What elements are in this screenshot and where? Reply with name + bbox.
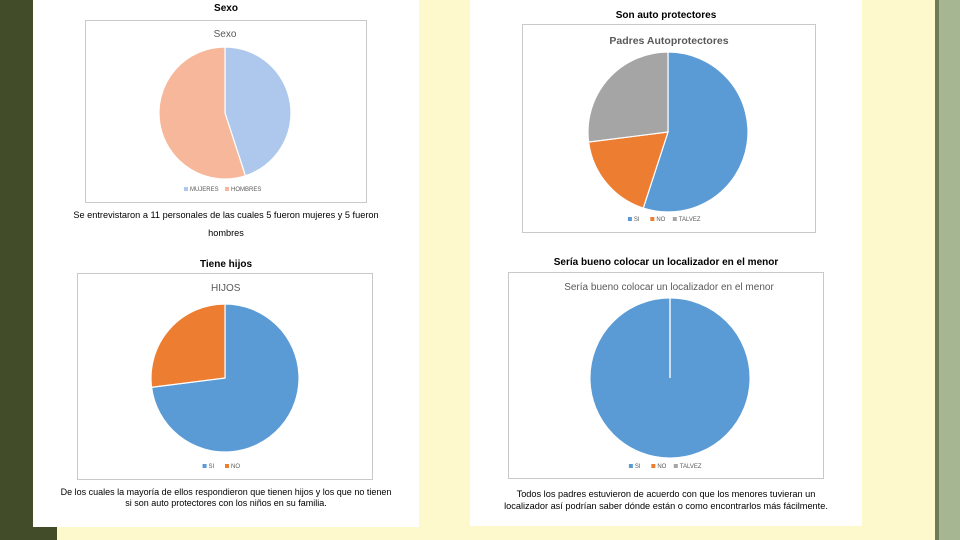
autoprotectores-chart: Padres Autoprotectores SI NO TALVEZ (587, 35, 749, 223)
localizador-legend-label-talvez: TALVEZ (680, 464, 702, 470)
hijos-legend-label-si: SI (209, 464, 215, 470)
autoprotectores-slice-talvez (587, 51, 669, 143)
hijos-caption: De los cuales la mayoría de ellos respon… (33, 487, 419, 509)
localizador-chart-frame: Sería bueno colocar un localizador en el… (508, 272, 824, 479)
autoprotectores-legend-swatch-si (627, 217, 632, 221)
sexo-caption-line1: Se entrevistaron a 11 personales de las … (73, 210, 379, 220)
sexo-chart-title: Sexo (214, 29, 237, 40)
autoprotectores-legend-label-no: NO (656, 217, 665, 223)
localizador-legend-label-no: NO (657, 464, 666, 470)
localizador-legend-swatch-si (628, 464, 633, 468)
localizador-heading: Sería bueno colocar un localizador en el… (553, 257, 779, 268)
autoprotectores-legend-label-si: SI (634, 217, 640, 223)
autoprotectores-chart-title: Padres Autoprotectores (609, 35, 728, 47)
hijos-heading: Tiene hijos (199, 259, 253, 270)
localizador-caption: Todos los padres estuvieron de acuerdo c… (470, 488, 862, 512)
autoprotectores-legend-label-talvez: TALVEZ (679, 217, 701, 223)
sexo-legend-label-hombres: HOMBRES (231, 187, 261, 193)
hijos-chart: HIJOS SI NO (150, 283, 300, 470)
hijos-chart-frame: HIJOS SI NO (77, 273, 373, 480)
localizador-caption-line1: Todos los padres estuvieron de acuerdo c… (516, 489, 816, 499)
autoprotectores-heading: Son auto protectores (615, 10, 717, 21)
localizador-legend-swatch-talvez (673, 464, 678, 468)
hijos-slice-no (150, 303, 226, 388)
sexo-caption-line2: hombres (208, 228, 244, 238)
hijos-legend-label-no: NO (231, 464, 240, 470)
sexo-legend-swatch-mujeres (183, 187, 188, 191)
sexo-legend-label-mujeres: MUJERES (190, 187, 219, 193)
sexo-chart-frame: Sexo MUJERES HOMBRES (85, 20, 367, 203)
sexo-legend-swatch-hombres (225, 187, 229, 191)
autoprotectores-legend-swatch-no (650, 217, 655, 221)
localizador-legend-swatch-no (651, 464, 656, 468)
sexo-chart: Sexo MUJERES HOMBRES (158, 29, 292, 193)
localizador-chart: Sería bueno colocar un localizador en el… (564, 282, 774, 470)
autoprotectores-slice-si (642, 51, 749, 213)
hijos-legend-swatch-no (225, 464, 229, 468)
autoprotectores-chart-frame: Padres Autoprotectores SI NO TALVEZ (522, 24, 816, 233)
sexo-caption: Se entrevistaron a 11 personales de las … (33, 208, 419, 240)
right-decor-bar (939, 0, 960, 540)
sexo-slice-hombres (158, 46, 247, 180)
hijos-legend-swatch-si (202, 464, 207, 468)
hijos-caption-line2: si son auto protectores con los niños en… (125, 498, 327, 508)
autoprotectores-legend-swatch-talvez (672, 217, 677, 221)
sexo-heading: Sexo (214, 3, 238, 14)
hijos-caption-line1: De los cuales la mayoría de ellos respon… (60, 487, 392, 497)
right-panel: Son auto protectores Padres Autoprotecto… (470, 0, 862, 526)
localizador-legend-label-si: SI (635, 464, 641, 470)
right-decor-line (935, 0, 939, 540)
left-panel: Sexo Sexo MUJERES HOMBRES Se entrevistaro… (33, 0, 419, 527)
sexo-slice-mujeres (224, 46, 292, 177)
localizador-caption-line2: localizador así podrían saber dónde está… (504, 501, 828, 511)
hijos-chart-title: HIJOS (211, 283, 241, 294)
autoprotectores-slice-no (587, 131, 669, 209)
localizador-chart-title: Sería bueno colocar un localizador en el… (564, 282, 774, 293)
